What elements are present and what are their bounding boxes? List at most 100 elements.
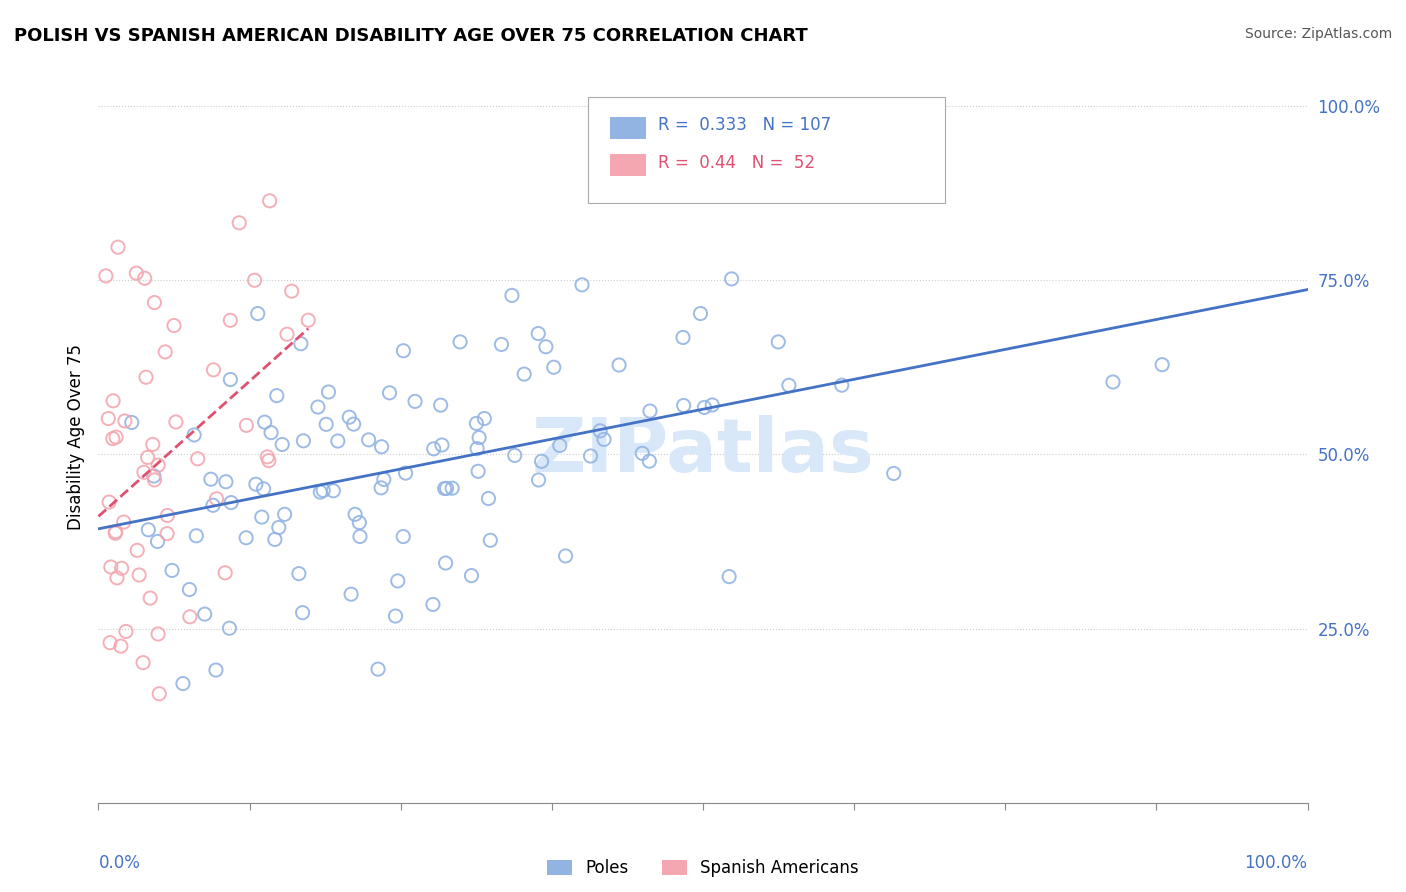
Point: [392, 343, 415, 358]
Point: [378, 385, 401, 400]
Text: POLISH VS SPANISH AMERICAN DISABILITY AGE OVER 75 CORRELATION CHART: POLISH VS SPANISH AMERICAN DISABILITY AG…: [14, 27, 808, 45]
FancyBboxPatch shape: [610, 154, 647, 176]
Point: [467, 464, 489, 478]
Point: [349, 529, 371, 543]
Point: [337, 410, 360, 425]
Point: [266, 389, 288, 403]
Point: [156, 508, 179, 523]
Point: [309, 485, 332, 500]
Point: [280, 284, 302, 298]
Point: [571, 277, 593, 292]
Point: [121, 416, 143, 430]
Point: [718, 569, 741, 583]
Point: [100, 560, 122, 574]
Point: [186, 529, 208, 543]
Point: [187, 451, 209, 466]
Point: [501, 288, 523, 302]
Point: [607, 358, 630, 372]
Point: [449, 334, 471, 349]
Point: [554, 549, 576, 563]
Point: [1152, 358, 1174, 372]
Point: [548, 438, 571, 452]
Point: [235, 418, 257, 433]
Point: [148, 687, 170, 701]
Point: [214, 566, 236, 580]
Point: [465, 442, 488, 456]
Point: [107, 240, 129, 254]
Point: [370, 481, 392, 495]
Point: [404, 394, 426, 409]
Point: [527, 473, 550, 487]
Point: [288, 566, 311, 581]
Point: [465, 417, 488, 431]
Point: [215, 475, 238, 489]
Point: [111, 561, 134, 575]
Point: [139, 591, 162, 605]
Point: [125, 266, 148, 280]
Point: [638, 454, 661, 468]
Point: [257, 453, 280, 467]
Point: [235, 531, 257, 545]
Point: [370, 440, 392, 454]
Point: [589, 424, 612, 438]
Point: [146, 458, 169, 472]
Point: [579, 449, 602, 463]
Point: [702, 398, 724, 412]
Point: [250, 510, 273, 524]
Point: [245, 477, 267, 491]
Point: [778, 378, 800, 392]
Point: [105, 430, 128, 444]
Point: [202, 498, 225, 512]
Point: [1102, 375, 1125, 389]
Point: [384, 609, 406, 624]
Point: [98, 495, 121, 509]
Point: [292, 434, 315, 448]
Point: [392, 530, 415, 544]
Point: [94, 268, 117, 283]
Point: [422, 598, 444, 612]
Point: [831, 378, 853, 392]
Text: 100.0%: 100.0%: [1244, 854, 1308, 872]
Text: ZIPatlas: ZIPatlas: [531, 415, 875, 488]
Point: [172, 676, 194, 690]
Point: [183, 428, 205, 442]
FancyBboxPatch shape: [588, 97, 945, 203]
Point: [291, 606, 314, 620]
Point: [115, 624, 138, 639]
Point: [253, 415, 276, 429]
Point: [472, 411, 495, 425]
Text: 0.0%: 0.0%: [98, 854, 141, 872]
Point: [422, 442, 444, 456]
Point: [179, 609, 201, 624]
Point: [260, 425, 283, 440]
Point: [205, 491, 228, 506]
Point: [768, 334, 790, 349]
Point: [297, 313, 319, 327]
Point: [290, 336, 312, 351]
Point: [160, 564, 183, 578]
Point: [101, 393, 124, 408]
Point: [98, 635, 121, 649]
Point: [349, 516, 371, 530]
Point: [436, 481, 458, 495]
Point: [155, 345, 177, 359]
Point: [127, 543, 149, 558]
Point: [477, 491, 499, 506]
Point: [593, 433, 616, 447]
Point: [135, 370, 157, 384]
Point: [136, 523, 159, 537]
Point: [256, 450, 278, 464]
Point: [136, 450, 159, 465]
Point: [259, 194, 281, 208]
Point: [387, 574, 409, 588]
Point: [513, 367, 536, 381]
Point: [271, 437, 294, 451]
Point: [468, 431, 491, 445]
Point: [318, 384, 340, 399]
Point: [527, 326, 550, 341]
Point: [114, 414, 136, 428]
Point: [142, 469, 165, 483]
Point: [672, 330, 695, 344]
Point: [720, 272, 742, 286]
Y-axis label: Disability Age Over 75: Disability Age Over 75: [66, 344, 84, 530]
